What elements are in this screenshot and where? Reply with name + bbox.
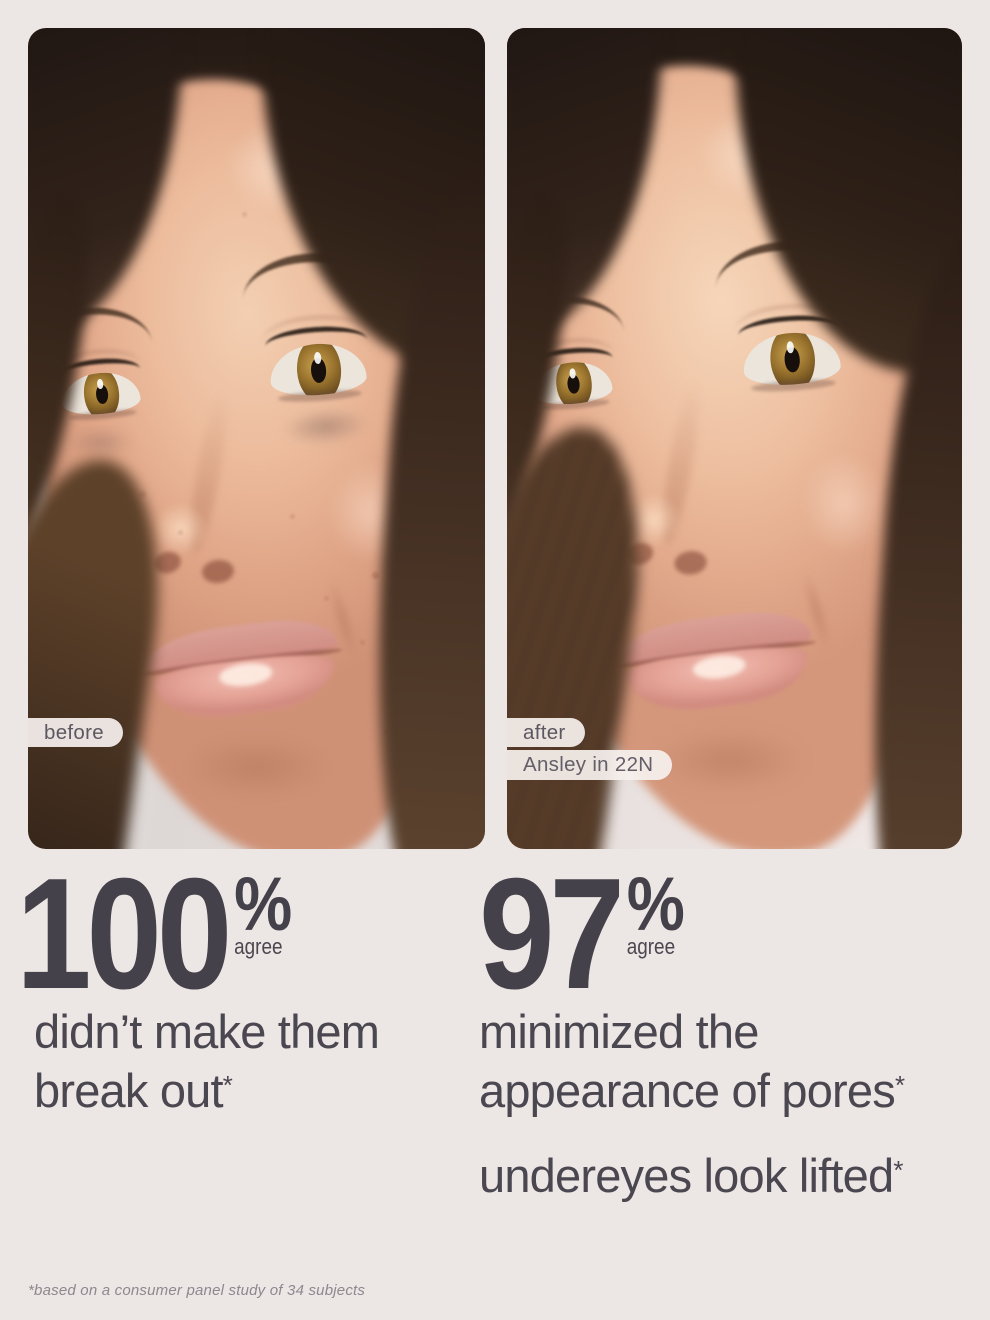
stat-block-pores: 97 % agree minimized the appearance of p… (479, 846, 990, 1203)
percent-sign: % (234, 862, 292, 947)
percent-sign: % (626, 862, 685, 947)
claims: minimized the appearance of pores* under… (479, 1005, 990, 1203)
footnote-marker: * (222, 1072, 233, 1100)
claim-text: undereyes look lifted* (479, 1144, 931, 1203)
stats-section: 100 % agree didn’t make them break out* … (0, 846, 990, 1203)
claim-text: didn’t make them break out* (34, 1005, 479, 1118)
right-eye (733, 301, 845, 394)
chin-shadow (155, 725, 358, 808)
footnote-marker: * (894, 1072, 906, 1100)
before-badge: before (28, 718, 123, 747)
stat-value: 100 (16, 846, 232, 1022)
agree-caption: agree (234, 934, 283, 960)
stat-unit-group: % agree (626, 862, 685, 960)
agree-caption: agree (626, 934, 676, 960)
undereye-shadow (55, 422, 147, 464)
study-footnote: *based on a consumer panel study of 34 s… (28, 1282, 366, 1299)
photo-scene (28, 28, 485, 849)
claim-text: minimized the appearance of pores* (479, 1005, 931, 1118)
stat-unit-group: % agree (234, 862, 292, 960)
right-eye (260, 312, 372, 404)
model-shade-badge: Ansley in 22N (507, 750, 673, 780)
after-badge: after (507, 718, 585, 747)
photo-scene (507, 28, 962, 849)
stat-figure: 100 % agree (16, 846, 414, 1022)
footnote-marker: * (893, 1156, 904, 1185)
claim-body: minimized the appearance of pores (479, 1005, 896, 1117)
claim-body: undereyes look lifted (479, 1148, 894, 1202)
claim-body: didn’t make them break out (34, 1005, 380, 1117)
after-photo: after Ansley in 22N (507, 28, 962, 849)
before-photo: before (28, 28, 485, 849)
stat-figure: 97 % agree (479, 846, 918, 1022)
stat-value: 97 (479, 846, 625, 1022)
stat-block-breakout: 100 % agree didn’t make them break out* (0, 846, 479, 1203)
badge-stack: before (28, 718, 123, 747)
badge-stack: after Ansley in 22N (507, 718, 673, 780)
claims: didn’t make them break out* (34, 1005, 479, 1118)
